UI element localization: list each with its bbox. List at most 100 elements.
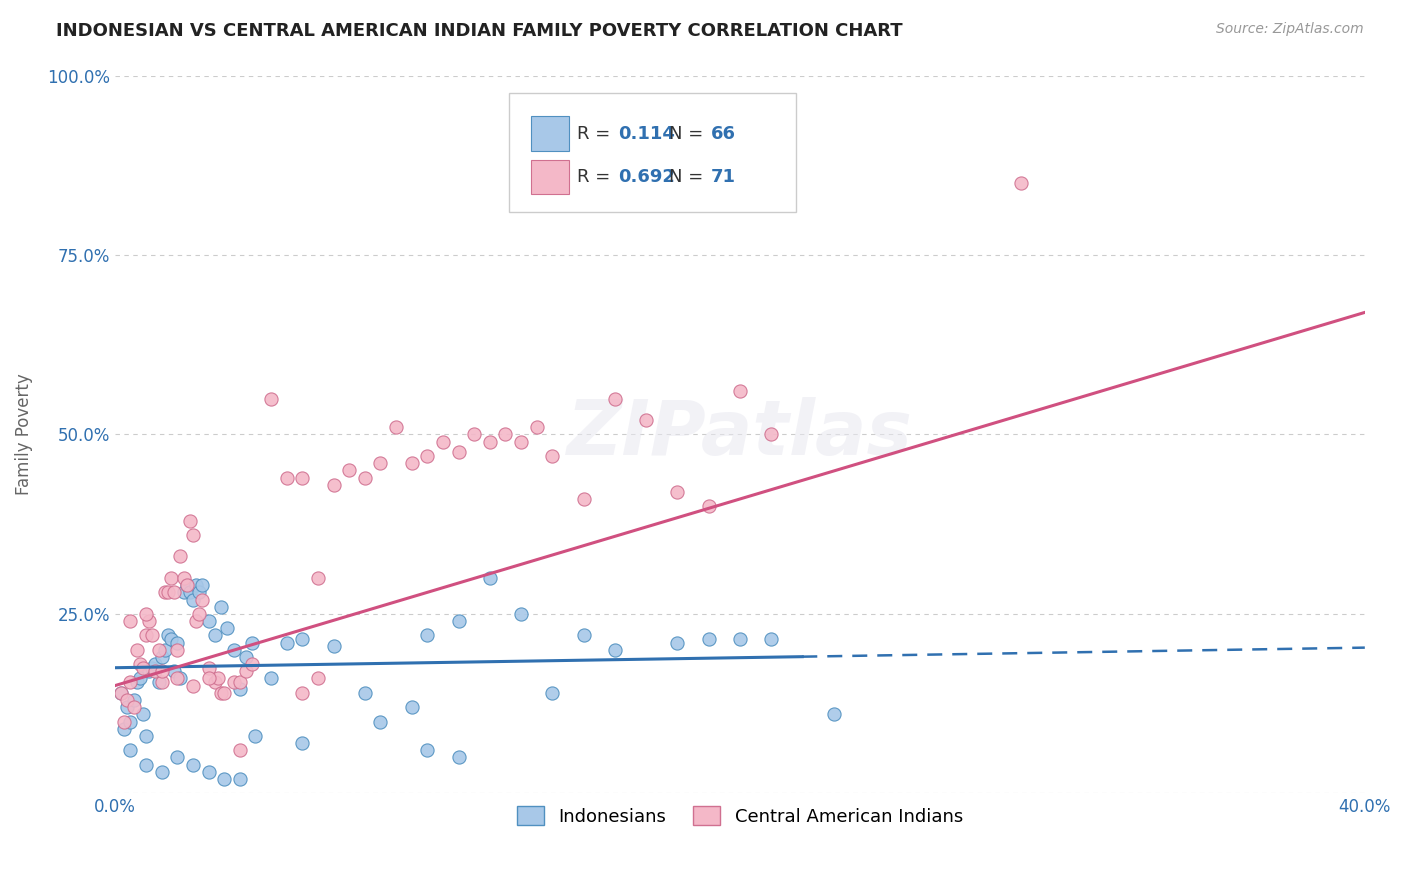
Point [197,764,219,779]
Point [572,628,595,642]
Point [463,427,485,442]
Text: N =: N = [668,125,709,143]
Text: ZIPatlas: ZIPatlas [567,398,912,472]
Text: 0.114: 0.114 [619,125,675,143]
Point [120,614,142,628]
Point [181,679,204,693]
Point [166,672,188,686]
Point [432,434,454,449]
Point [240,635,263,649]
Point [634,413,657,427]
Text: Source: ZipAtlas.com: Source: ZipAtlas.com [1216,22,1364,37]
Point [125,642,148,657]
Point [353,470,375,484]
Point [179,514,201,528]
Point [181,592,204,607]
Point [212,686,235,700]
Text: 71: 71 [711,168,735,186]
Point [401,456,423,470]
Point [173,585,195,599]
Point [110,686,132,700]
Point [353,686,375,700]
Point [153,585,176,599]
Point [337,463,360,477]
Point [163,585,186,599]
Point [135,729,157,743]
Point [204,628,226,642]
Point [204,675,226,690]
Point [191,578,214,592]
Point [156,585,179,599]
Point [117,700,139,714]
Point [212,772,235,786]
Point [156,628,179,642]
Point [229,772,252,786]
Point [370,456,392,470]
Point [572,491,595,506]
Point [823,707,845,722]
Text: R =: R = [578,168,616,186]
Point [181,528,204,542]
Point [291,632,314,646]
Point [197,672,219,686]
Point [478,434,501,449]
Text: INDONESIAN VS CENTRAL AMERICAN INDIAN FAMILY POVERTY CORRELATION CHART: INDONESIAN VS CENTRAL AMERICAN INDIAN FA… [56,22,903,40]
Point [166,635,188,649]
Point [176,578,198,592]
Point [222,675,245,690]
Point [416,628,439,642]
Point [145,665,167,679]
Point [188,585,211,599]
Point [260,672,283,686]
Point [117,693,139,707]
Point [229,743,252,757]
Point [135,628,157,642]
Point [291,686,314,700]
Point [209,686,232,700]
Point [1010,176,1032,190]
Point [229,682,252,697]
Point [120,714,142,729]
Point [229,675,252,690]
Point [416,449,439,463]
Point [120,743,142,757]
Point [160,632,183,646]
Point [416,743,439,757]
Point [191,592,214,607]
Point [132,707,155,722]
Point [110,686,132,700]
Point [260,392,283,406]
Point [603,392,626,406]
Point [541,449,564,463]
Point [163,665,186,679]
Point [160,571,183,585]
Point [166,642,188,657]
Point [235,650,257,665]
Point [728,384,751,399]
Point [697,500,720,514]
FancyBboxPatch shape [531,160,568,194]
Point [150,650,173,665]
Text: N =: N = [668,168,709,186]
Point [179,585,201,599]
Text: 0.692: 0.692 [619,168,675,186]
Point [222,642,245,657]
Point [276,635,298,649]
Point [494,427,516,442]
Point [307,571,329,585]
Point [728,632,751,646]
Point [401,700,423,714]
Point [132,661,155,675]
Point [666,635,689,649]
Point [603,642,626,657]
Point [307,672,329,686]
Point [197,661,219,675]
Point [759,632,782,646]
FancyBboxPatch shape [531,117,568,151]
Y-axis label: Family Poverty: Family Poverty [15,374,32,495]
Point [197,614,219,628]
Point [120,675,142,690]
Point [181,757,204,772]
Point [188,607,211,621]
Point [370,714,392,729]
